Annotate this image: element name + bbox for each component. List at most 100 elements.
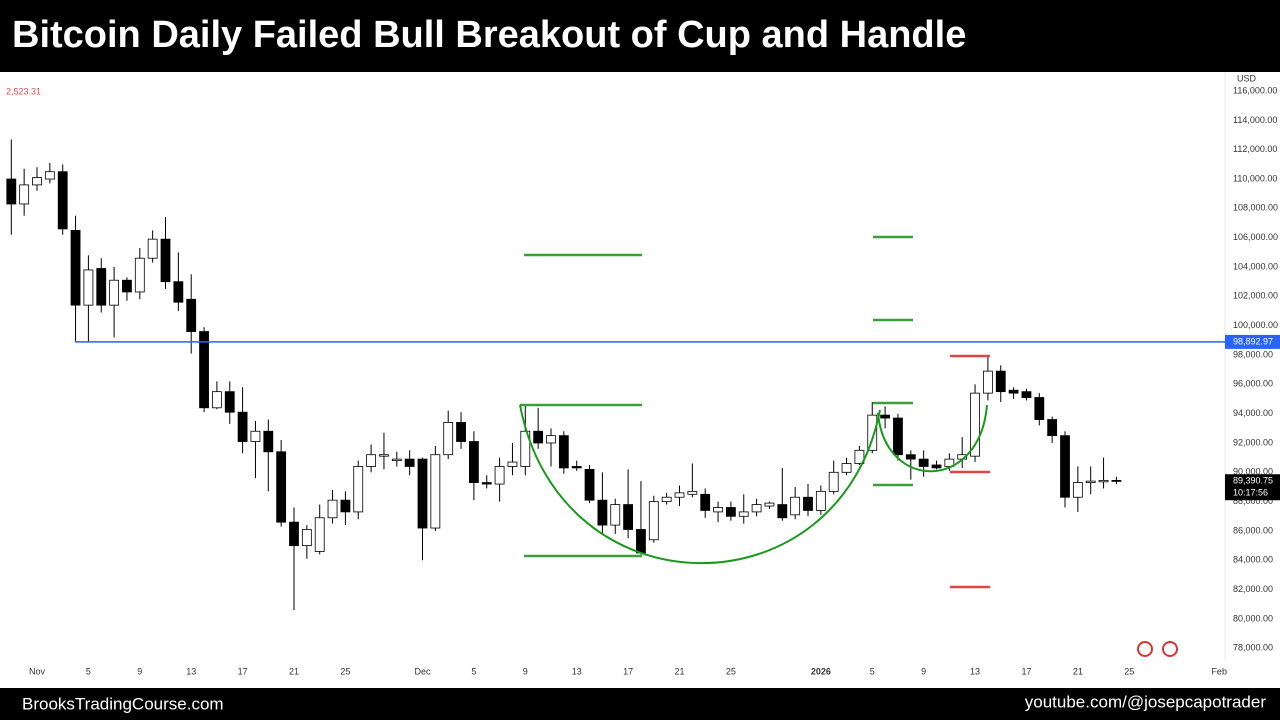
candle-body [1060, 435, 1070, 498]
x-tick-label: 13 [970, 666, 980, 676]
x-tick-label: 17 [238, 666, 248, 676]
candle-body [623, 504, 633, 530]
candle-body [366, 454, 377, 467]
candle-body [841, 463, 852, 473]
candle-body [1008, 389, 1019, 394]
candle-body [610, 504, 621, 526]
indicator-label: 2,523.31 [6, 86, 41, 96]
candle-body [70, 229, 81, 306]
y-tick-label: 88,000.00 [1233, 496, 1273, 506]
candle-body [854, 449, 865, 464]
candle-body [931, 464, 942, 469]
candle-body [507, 461, 518, 467]
currency-label: USD [1237, 73, 1257, 83]
candle-body [289, 521, 299, 547]
y-tick-label: 116,000.00 [1233, 85, 1277, 95]
candle-body [276, 451, 287, 523]
x-tick-label: 5 [471, 666, 476, 676]
candle-body [661, 496, 672, 503]
y-tick-label: 92,000.00 [1233, 437, 1273, 447]
cup-arc [519, 404, 881, 564]
candle-body [468, 441, 479, 483]
candle-body [713, 507, 723, 513]
y-tick-label: 102,000.00 [1233, 291, 1278, 301]
candle-body [301, 529, 312, 547]
candle-body [597, 499, 608, 526]
candle-body [134, 257, 145, 293]
candle-body [417, 458, 428, 529]
annotations [519, 235, 990, 589]
x-tick-label: 25 [726, 666, 736, 676]
candle-body [57, 171, 68, 230]
candle-body [237, 411, 248, 442]
x-tick-label: 9 [523, 666, 528, 676]
candle-body [1098, 479, 1109, 483]
candle-body [353, 466, 364, 513]
x-tick-label: 21 [674, 666, 684, 676]
y-tick-label: 90,000.00 [1233, 467, 1273, 477]
handle-arc [877, 404, 988, 473]
x-tick-label: Dec [414, 666, 431, 676]
candle-body [764, 502, 775, 507]
candle-body [995, 370, 1006, 393]
candle-body [391, 458, 402, 461]
candle-body [546, 435, 556, 444]
candle-body [558, 435, 569, 469]
x-tick-label: Feb [1211, 666, 1227, 676]
candle-body [674, 492, 685, 498]
candle-body [430, 454, 441, 529]
x-tick-label: Nov [29, 666, 46, 676]
candle-body [327, 499, 338, 519]
candle-body [880, 414, 890, 419]
candle-body [803, 496, 813, 511]
flag-icon [1137, 641, 1153, 657]
flags [1137, 641, 1178, 657]
candle-body [1021, 391, 1032, 398]
candle-body [893, 417, 903, 456]
candle-body [481, 482, 492, 485]
candle-body [122, 279, 132, 293]
candle-body [147, 238, 158, 259]
candle-body [1111, 479, 1122, 482]
candle-body [1085, 480, 1096, 483]
candle-body [1047, 419, 1058, 437]
price-line-label: 98,892.97 [1233, 336, 1273, 346]
y-tick-label: 94,000.00 [1233, 408, 1273, 418]
candle-body [314, 517, 325, 552]
x-tick-label: 5 [870, 666, 875, 676]
last-price-tag [1225, 474, 1280, 501]
y-tick-label: 84,000.00 [1233, 555, 1273, 565]
countdown-label: 10:17:56 [1233, 488, 1268, 498]
y-tick-label: 98,000.00 [1233, 349, 1273, 359]
candle-body [44, 171, 55, 180]
candle-body [815, 490, 826, 511]
candle-body [751, 504, 762, 513]
candle-body [109, 279, 119, 306]
candle-body [944, 458, 955, 467]
candle-body [828, 471, 839, 492]
candle-body [970, 392, 980, 457]
candle-body [648, 501, 659, 541]
x-tick-label: 5 [86, 666, 91, 676]
candle-body [905, 454, 916, 460]
candle-body [186, 298, 197, 332]
x-tick-label: 25 [1124, 666, 1134, 676]
candle-body [6, 178, 17, 205]
candle-body [520, 430, 531, 467]
title-bar [0, 0, 1280, 72]
price-line-tag [1225, 334, 1280, 349]
candle-body [211, 391, 222, 409]
candle-body [263, 430, 274, 453]
candle-body [571, 466, 582, 469]
candle-body [404, 458, 415, 467]
footer-right: youtube.com/@josepcapotrader [1025, 692, 1267, 711]
x-tick-label: 9 [921, 666, 926, 676]
candle-body [32, 177, 42, 186]
candle-body [456, 422, 466, 442]
y-tick-label: 114,000.00 [1233, 115, 1277, 125]
candle-body [726, 507, 736, 517]
y-tick-label: 100,000.00 [1233, 320, 1278, 330]
y-tick-label: 106,000.00 [1233, 232, 1278, 242]
candle-body [199, 331, 209, 409]
